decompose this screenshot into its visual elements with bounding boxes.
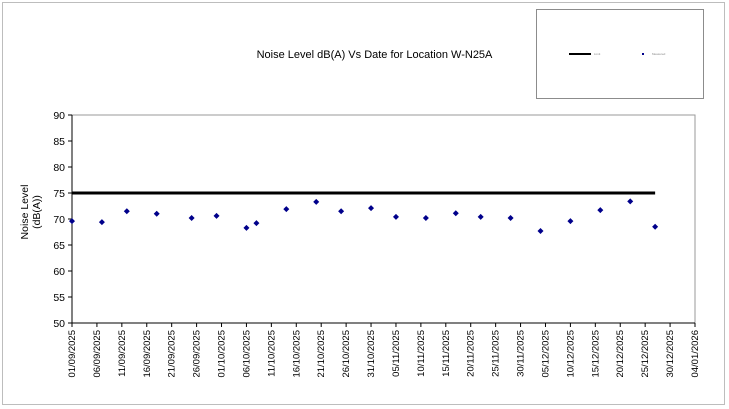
x-tick-label: 20/11/2025 [466, 330, 477, 377]
data-point-marker [422, 214, 429, 221]
y-tick-label: 55 [53, 292, 65, 304]
x-tick-label: 30/12/2025 [665, 330, 676, 378]
legend-measured-marker [642, 53, 644, 55]
legend-limit-label: Limit [594, 52, 601, 56]
x-tick-label: 06/09/2025 [92, 330, 103, 378]
y-tick-label: 90 [53, 110, 65, 122]
x-tick-label: 10/11/2025 [416, 330, 427, 377]
x-tick-label: 25/11/2025 [491, 330, 502, 377]
x-tick-label: 25/12/2025 [640, 330, 651, 378]
y-tick-label: 70 [53, 214, 65, 226]
data-point-marker [392, 213, 399, 220]
x-tick-label: 05/12/2025 [540, 330, 551, 378]
x-tick-label: 11/09/2025 [117, 330, 128, 377]
y-tick-label: 80 [53, 162, 65, 174]
legend [536, 9, 704, 99]
data-point-marker [652, 223, 659, 230]
x-tick-label: 01/10/2025 [217, 330, 228, 378]
x-tick-label: 10/12/2025 [565, 330, 576, 378]
x-tick-label: 11/10/2025 [266, 330, 277, 377]
data-point-marker [537, 227, 544, 234]
data-point-marker [452, 210, 459, 217]
plot-border [71, 114, 696, 324]
x-tick-label: 21/10/2025 [316, 330, 327, 378]
x-tick-label: 05/11/2025 [391, 330, 402, 377]
x-tick-label: 31/10/2025 [366, 330, 377, 378]
legend-measured-label: Measured [652, 52, 666, 56]
data-point-marker [338, 208, 345, 215]
data-point-marker [253, 220, 260, 227]
x-tick-label: 15/12/2025 [590, 330, 601, 378]
x-tick-label: 15/11/2025 [441, 330, 452, 377]
data-point-marker [69, 218, 75, 225]
y-tick-label: 65 [53, 240, 65, 252]
chart-frame [2, 2, 725, 405]
x-tick-label: 21/09/2025 [167, 330, 178, 378]
y-tick-label: 60 [53, 266, 65, 278]
data-point-marker [313, 198, 320, 205]
x-tick-label: 16/09/2025 [142, 330, 153, 378]
data-point-marker [243, 224, 250, 231]
data-point-marker [153, 210, 160, 217]
y-tick-label: 50 [53, 318, 65, 330]
x-tick-label: 04/01/2026 [690, 330, 701, 378]
x-tick-label: 06/10/2025 [241, 330, 252, 378]
data-point-marker [368, 205, 375, 212]
data-point-marker [567, 218, 574, 225]
x-tick-label: 26/10/2025 [341, 330, 352, 378]
data-point-marker [627, 198, 634, 205]
data-point-marker [123, 208, 130, 215]
x-tick-label: 16/10/2025 [291, 330, 302, 378]
data-point-marker [477, 213, 484, 220]
data-point-marker [213, 212, 220, 219]
legend-limit-swatch [569, 53, 591, 55]
x-tick-label: 26/09/2025 [192, 330, 203, 378]
x-tick-label: 01/09/2025 [67, 330, 78, 378]
x-tick-label: 20/12/2025 [615, 330, 626, 378]
x-tick-label: 30/11/2025 [516, 330, 527, 377]
data-point-marker [507, 214, 514, 221]
data-point-marker [283, 206, 290, 213]
y-tick-label: 85 [53, 136, 65, 148]
y-tick-label: 75 [53, 188, 65, 200]
data-point-marker [188, 214, 195, 221]
data-point-marker [597, 207, 604, 214]
chart-title: Noise Level dB(A) Vs Date for Location W… [256, 49, 493, 61]
data-point-marker [98, 219, 105, 226]
